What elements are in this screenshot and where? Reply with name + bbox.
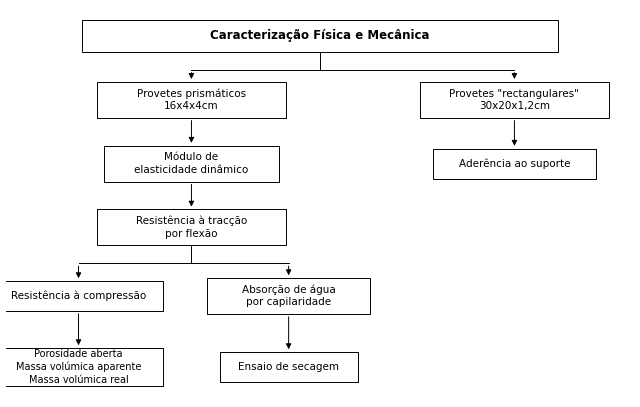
FancyBboxPatch shape [433, 149, 596, 179]
Text: Caracterização Física e Mecânica: Caracterização Física e Mecânica [211, 29, 429, 42]
FancyBboxPatch shape [0, 281, 163, 311]
Text: Provetes "rectangulares"
30x20x1,2cm: Provetes "rectangulares" 30x20x1,2cm [449, 89, 579, 111]
FancyBboxPatch shape [220, 352, 358, 382]
FancyBboxPatch shape [97, 82, 285, 118]
Text: Módulo de
elasticidade dinâmico: Módulo de elasticidade dinâmico [134, 152, 248, 175]
Text: Provetes prismáticos
16x4x4cm: Provetes prismáticos 16x4x4cm [137, 88, 246, 111]
FancyBboxPatch shape [104, 146, 279, 182]
FancyBboxPatch shape [0, 348, 163, 386]
Text: Absorção de água
por capilaridade: Absorção de água por capilaridade [242, 284, 335, 307]
FancyBboxPatch shape [207, 278, 370, 314]
Text: Aderência ao suporte: Aderência ao suporte [459, 158, 570, 169]
Text: Porosidade aberta
Massa volúmica aparente
Massa volúmica real: Porosidade aberta Massa volúmica aparent… [16, 349, 141, 385]
FancyBboxPatch shape [420, 82, 609, 118]
FancyBboxPatch shape [97, 210, 285, 245]
FancyBboxPatch shape [82, 20, 558, 52]
Text: Resistência à compressão: Resistência à compressão [11, 291, 146, 301]
Text: Ensaio de secagem: Ensaio de secagem [238, 362, 339, 372]
Text: Resistência à tracção
por flexão: Resistência à tracção por flexão [136, 216, 247, 239]
